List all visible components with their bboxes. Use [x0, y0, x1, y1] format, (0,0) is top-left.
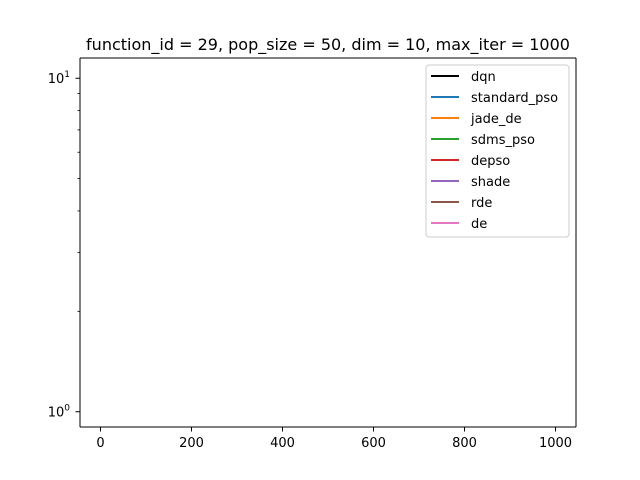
- y-tick-label-base: 10: [48, 406, 65, 421]
- y-tick-label-exponent: 0: [64, 404, 70, 414]
- x-axis: 0 200 400 600 800 1000: [96, 427, 572, 451]
- legend-label: depso: [471, 154, 510, 169]
- legend-label: standard_pso: [471, 91, 558, 106]
- axes-frame: [79, 57, 577, 428]
- x-tick-label: 1000: [539, 436, 572, 451]
- chart-title: function_id = 29, pop_size = 50, dim = 1…: [86, 35, 570, 55]
- legend-label: sdms_pso: [471, 133, 535, 148]
- legend-label: de: [471, 217, 487, 232]
- y-tick-label-exponent: 1: [64, 70, 70, 80]
- x-tick-label: 200: [179, 436, 204, 451]
- legend-box: [425, 64, 570, 238]
- legend-label: dqn: [471, 70, 496, 85]
- y-tick-label-base: 10: [48, 72, 65, 87]
- y-tick-label: 100: [48, 404, 71, 421]
- x-tick-label: 800: [452, 436, 477, 451]
- x-tick-label: 0: [96, 436, 104, 451]
- legend-label: rde: [471, 196, 492, 211]
- legend-label: shade: [471, 175, 510, 190]
- y-tick-label: 101: [48, 70, 70, 87]
- x-tick-label: 600: [361, 436, 386, 451]
- legend-label: jade_de: [470, 112, 522, 127]
- x-tick-label: 400: [270, 436, 295, 451]
